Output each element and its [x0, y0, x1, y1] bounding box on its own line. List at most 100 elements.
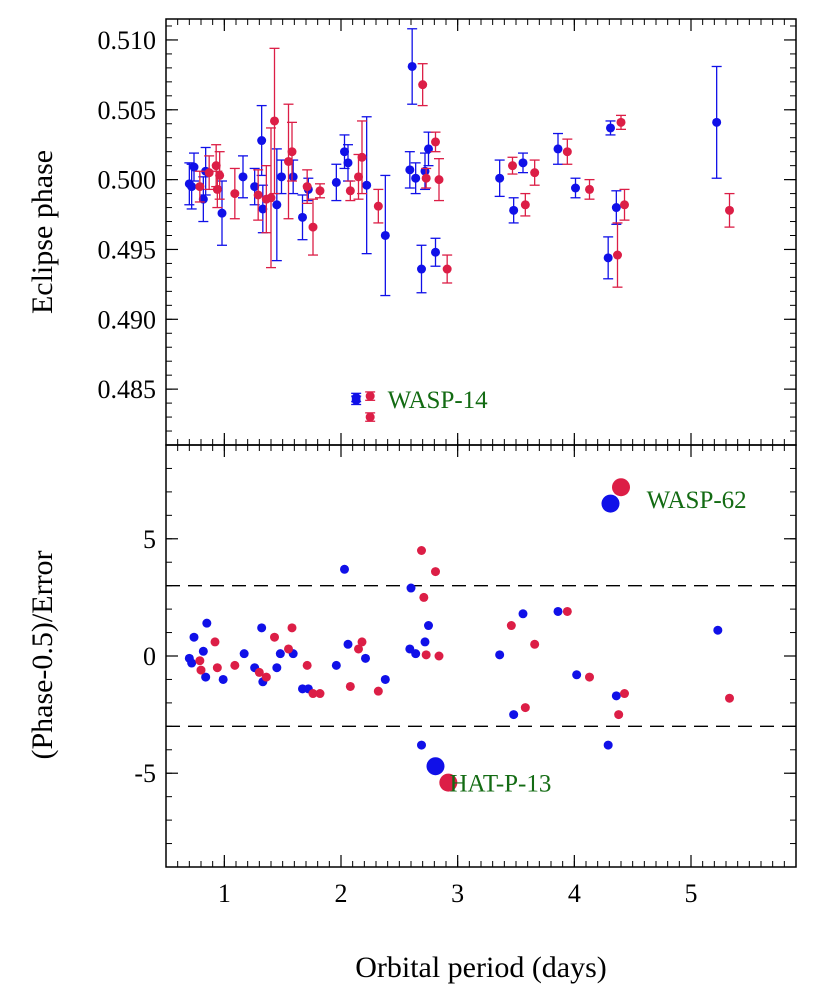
red-data-point: [210, 637, 220, 647]
red-data-point: [287, 147, 297, 157]
bottom-y-axis-title: (Phase-0.5)/Error: [26, 550, 59, 759]
red-data-point: [725, 205, 734, 215]
blue-data-point: [202, 618, 212, 628]
top-y-axis-title: Eclipse phase: [26, 150, 59, 314]
blue-data-point: [331, 177, 341, 187]
blue-data-point: [189, 162, 199, 172]
blue-data-point: [407, 61, 417, 71]
red-data-point: [442, 264, 452, 274]
blue-data-point: [411, 173, 421, 183]
y-tick-label: 5: [143, 525, 156, 554]
red-data-point: [230, 660, 240, 670]
red-highlighted-point: [439, 773, 458, 792]
blue-data-point: [417, 740, 426, 750]
y-tick-label: 0.510: [98, 26, 157, 55]
blue-data-point: [572, 670, 582, 680]
red-data-point: [211, 161, 221, 171]
red-data-point: [212, 663, 222, 673]
blue-data-point: [275, 649, 285, 659]
blue-data-point: [362, 180, 372, 190]
red-data-point: [620, 689, 629, 699]
bottom-panel-marks: WASP-62 HAT-P-13: [184, 478, 747, 798]
red-data-point: [212, 184, 222, 194]
red-data-point: [308, 689, 318, 699]
red-data-point: [421, 173, 431, 183]
red-data-point: [434, 175, 444, 185]
bottom-panel-ticks: -5 0 5 1 2 3 4 5: [134, 444, 796, 908]
red-data-point: [270, 116, 279, 126]
red-data-point: [254, 667, 264, 677]
red-data-point: [562, 606, 572, 616]
red-data-point: [308, 222, 318, 232]
bottom-panel-reference-lines: [166, 585, 796, 727]
blue-data-point: [509, 205, 519, 215]
red-data-point: [417, 546, 426, 555]
blue-data-point: [611, 691, 621, 701]
blue-data-point: [361, 653, 370, 663]
blue-data-point: [257, 623, 267, 633]
red-data-point: [284, 644, 293, 654]
red-data-point: [421, 650, 431, 660]
red-data-point: [315, 186, 325, 196]
red-data-point: [287, 623, 297, 633]
top-panel-marks: WASP-14: [184, 28, 735, 422]
y-tick-label: 0.500: [98, 166, 157, 195]
red-data-point: [585, 184, 594, 194]
blue-highlighted-point: [601, 494, 620, 513]
blue-data-point: [218, 674, 228, 684]
planet-label: WASP-14: [388, 387, 489, 414]
blue-data-point: [606, 123, 615, 133]
red-data-point: [585, 672, 594, 682]
y-tick-label: -5: [134, 759, 156, 788]
red-data-point: [520, 703, 530, 713]
x-tick-label: 3: [451, 879, 464, 908]
red-data-point: [365, 391, 375, 401]
planet-label: WASP-62: [647, 487, 747, 514]
blue-data-point: [424, 621, 433, 631]
red-data-point: [253, 190, 263, 200]
blue-data-point: [495, 173, 505, 183]
blue-data-point: [277, 172, 286, 182]
blue-data-point: [340, 564, 349, 574]
top-panel-ticks: 0.485 0.490 0.495 0.500 0.505 0.510: [98, 19, 796, 446]
blue-data-point: [298, 212, 307, 222]
bottom-panel: WASP-62 HAT-P-13 -5 0 5 1 2 3 4 5 (Phase-0.5)/Er…: [26, 444, 797, 984]
blue-data-point: [257, 136, 267, 146]
blue-data-point: [553, 606, 563, 616]
x-tick-label: 4: [568, 879, 581, 908]
blue-data-point: [420, 637, 430, 647]
red-data-point: [266, 193, 276, 203]
red-data-point: [195, 656, 205, 666]
blue-data-point: [288, 172, 298, 182]
blue-data-point: [611, 203, 621, 213]
red-highlighted-point: [612, 478, 630, 497]
red-data-point: [302, 182, 312, 192]
blue-data-point: [509, 710, 519, 720]
blue-data-point: [331, 660, 341, 670]
blue-data-point: [571, 183, 580, 193]
red-data-point: [302, 660, 312, 670]
red-data-point: [195, 182, 205, 192]
red-data-point: [562, 147, 572, 157]
red-data-point: [354, 644, 363, 654]
blue-data-point: [351, 393, 361, 403]
x-tick-label: 5: [685, 879, 698, 908]
red-data-point: [196, 665, 206, 675]
y-tick-label: 0.495: [98, 235, 157, 264]
blue-data-point: [239, 649, 249, 659]
red-data-point: [520, 200, 530, 210]
x-axis-title: Orbital period (days): [355, 951, 607, 984]
red-data-point: [613, 250, 622, 260]
red-data-point: [373, 201, 383, 211]
blue-data-point: [406, 583, 416, 593]
red-data-point: [357, 637, 367, 647]
blue-data-point: [411, 649, 421, 659]
blue-data-point: [258, 204, 268, 214]
blue-data-point: [238, 172, 248, 182]
blue-data-point: [603, 740, 613, 750]
y-tick-label: 0: [143, 642, 156, 671]
blue-data-point: [187, 658, 197, 668]
top-panel: WASP-14 0.485 0.490 0.495 0.500 0.505 0.510 E…: [26, 18, 797, 446]
blue-data-point: [417, 264, 426, 274]
